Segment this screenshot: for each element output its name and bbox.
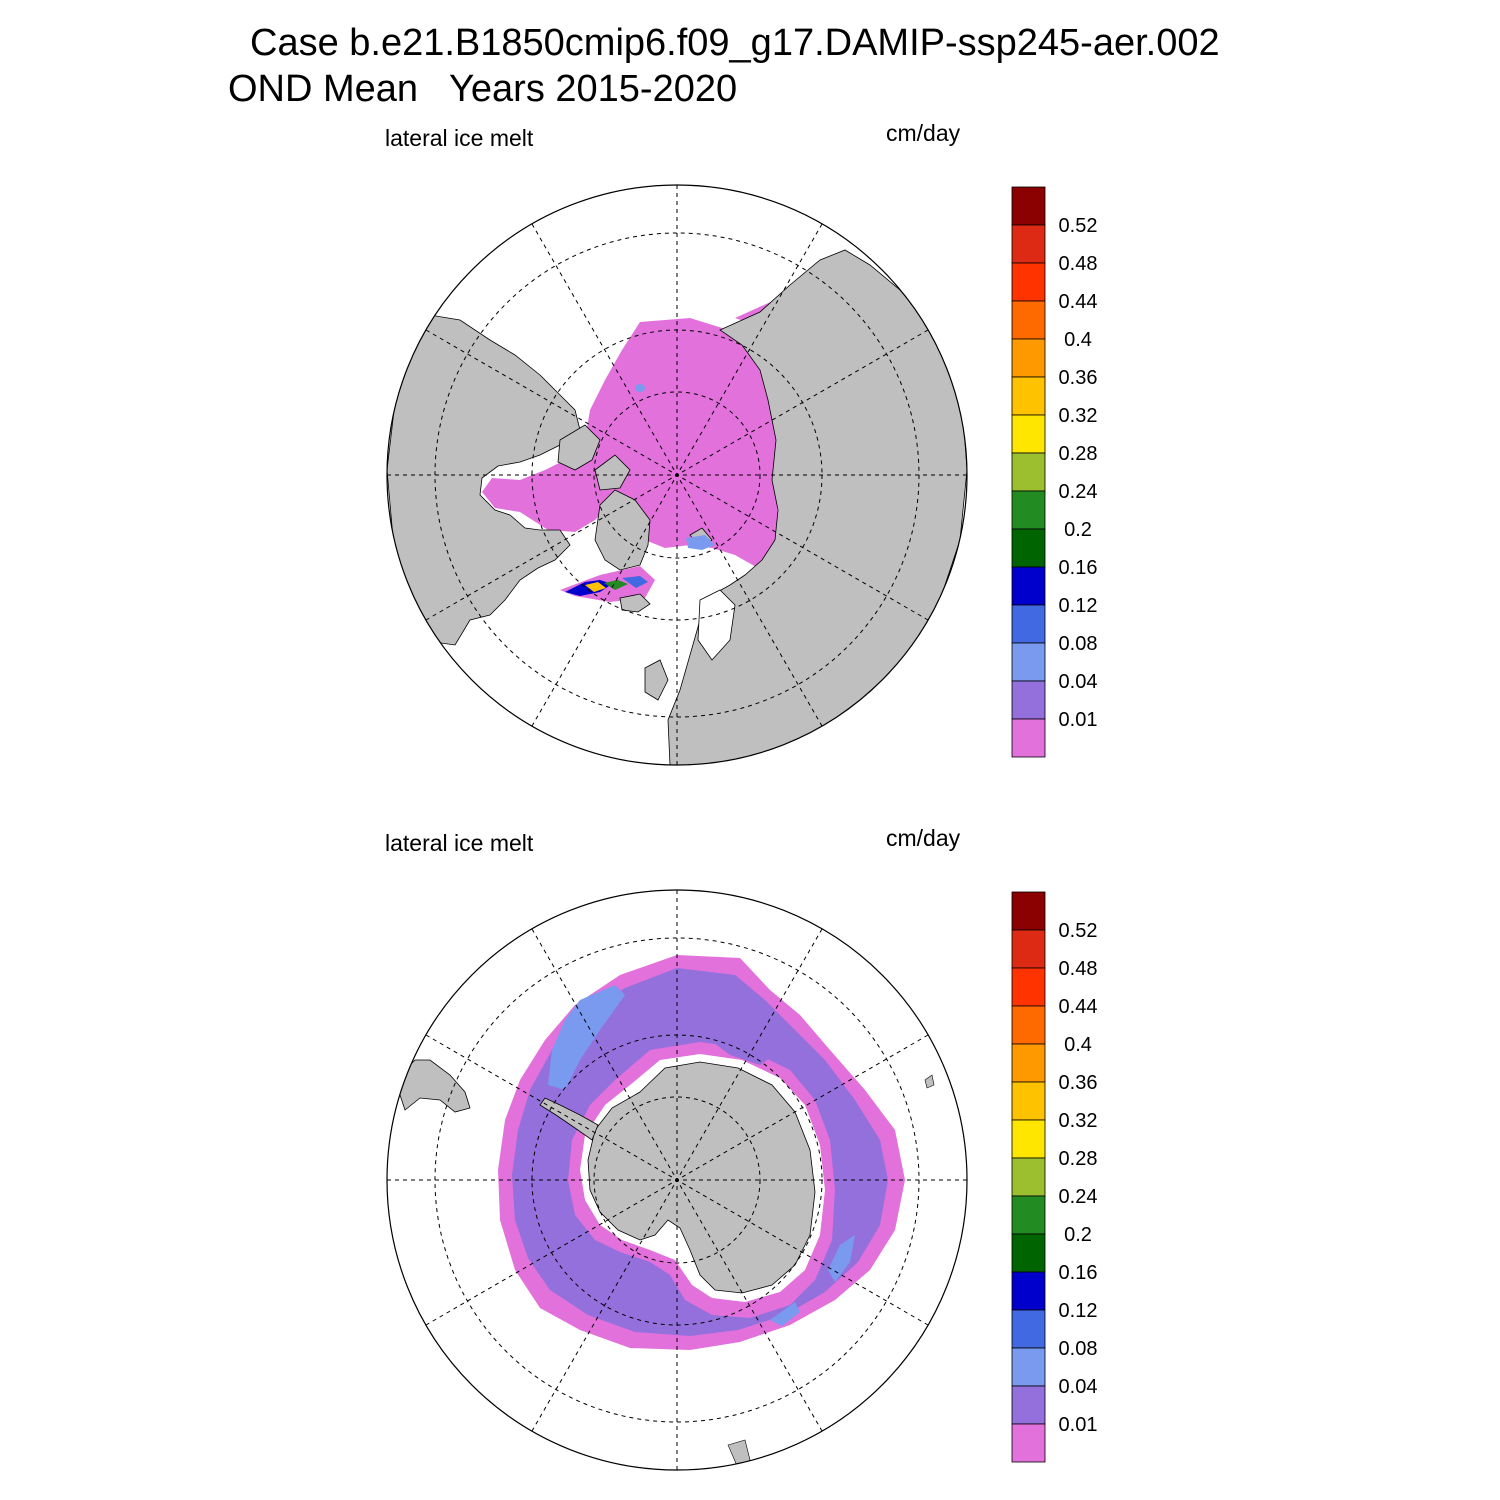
south-colorbar-box: [1011, 1271, 1046, 1311]
south-sea-ice-purple-inner: [710, 1040, 770, 1065]
north-colorbar-label: 0.04: [1059, 671, 1098, 693]
south-melt-006-west: [548, 985, 625, 1090]
arctic-island: [594, 454, 631, 491]
north-colorbar-label: 0.12: [1059, 595, 1098, 617]
south-colorbar-box: [1011, 1309, 1046, 1349]
south-colorbar-box: [1011, 1157, 1046, 1197]
south-colorbar-box: [1011, 1423, 1046, 1463]
south-colorbar-box: [1011, 1233, 1046, 1273]
north-america: [387, 314, 581, 646]
north-colorbar-box: [1011, 262, 1046, 302]
north-colorbar-box: [1011, 224, 1046, 264]
north-colorbar-box: [1011, 604, 1046, 644]
south-units-label: cm/day: [886, 825, 961, 851]
greenland: [594, 489, 651, 571]
south-colorbar: 0.52 0.48 0.44 0.4 0.36 0.32 0.28 0.24 0.2 0.16 0.…: [1011, 891, 1098, 1463]
north-melt-labrador-yellow: [585, 582, 606, 592]
south-colorbar-label: 0.2: [1064, 1224, 1092, 1246]
south-colorbar-box: [1011, 1385, 1046, 1425]
south-colorbar-label: 0.44: [1059, 996, 1098, 1018]
north-colorbar-box: [1011, 642, 1046, 682]
south-colorbar-label: 0.32: [1059, 1110, 1098, 1132]
south-variable-label: lateral ice melt: [385, 830, 534, 856]
south-island-bottom: [727, 1439, 751, 1469]
south-polar-map: [386, 889, 968, 1471]
north-melt-labrador-blue: [622, 576, 648, 588]
south-melt-006-east: [828, 1235, 855, 1282]
south-colorbar-label: 0.36: [1059, 1072, 1098, 1094]
north-colorbar-label: 0.52: [1059, 215, 1098, 237]
south-colorbar-box: [1011, 1081, 1046, 1121]
title-case: Case b.e21.B1850cmip6.f09_g17.DAMIP-ssp2…: [250, 22, 1220, 64]
title-period: OND Mean Years 2015-2020: [228, 68, 738, 110]
north-colorbar-label: 0.08: [1059, 633, 1098, 655]
south-map-border: [386, 889, 968, 1471]
south-colorbar-label: 0.08: [1059, 1338, 1098, 1360]
north-colorbar-label: 0.44: [1059, 291, 1098, 313]
north-colorbar-label: 0.24: [1059, 481, 1098, 503]
north-colorbar-box: [1011, 376, 1046, 416]
north-graticule: [387, 185, 967, 765]
south-colorbar-label: 0.24: [1059, 1186, 1098, 1208]
south-colorbar-box: [1011, 1005, 1046, 1045]
south-colorbar-label: 0.28: [1059, 1148, 1098, 1170]
south-colorbar-box: [1011, 1119, 1046, 1159]
north-colorbar-box: [1011, 452, 1046, 492]
north-colorbar-box: [1011, 490, 1046, 530]
north-colorbar-label: 0.48: [1059, 253, 1098, 275]
north-colorbar-label: 0.01: [1059, 709, 1098, 731]
iceland: [619, 593, 651, 613]
north-sea-ice: [482, 318, 780, 568]
antarctic-peninsula: [539, 1097, 599, 1141]
north-colorbar-box: [1011, 338, 1046, 378]
north-melt-labrador-green: [604, 580, 628, 590]
south-colorbar-label: 0.52: [1059, 920, 1098, 942]
south-colorbar-label: 0.01: [1059, 1414, 1098, 1436]
north-colorbar-box: [1011, 414, 1046, 454]
south-colorbar-label: 0.4: [1064, 1034, 1092, 1056]
south-colorbar-box: [1011, 1195, 1046, 1235]
north-colorbar-box: [1011, 718, 1046, 758]
north-colorbar-box: [1011, 300, 1046, 340]
south-colorbar-box: [1011, 967, 1046, 1007]
north-colorbar-label: 0.28: [1059, 443, 1098, 465]
north-map-border: [386, 184, 968, 766]
south-colorbar-label: 0.16: [1059, 1262, 1098, 1284]
north-colorbar-label: 0.2: [1064, 519, 1092, 541]
north-colorbar-box: [1011, 680, 1046, 720]
south-colorbar-box: [1011, 929, 1046, 969]
north-melt-svalbard: [686, 535, 715, 550]
south-colorbar-label: 0.12: [1059, 1300, 1098, 1322]
south-colorbar-box: [1011, 1043, 1046, 1083]
north-land: [387, 249, 967, 765]
north-variable-label: lateral ice melt: [385, 125, 534, 151]
british-isles: [644, 659, 669, 701]
south-graticule: [387, 890, 967, 1470]
south-colorbar-label: 0.48: [1059, 958, 1098, 980]
canadian-archipelago: [557, 424, 601, 471]
north-colorbar-label: 0.16: [1059, 557, 1098, 579]
south-colorbar-box: [1011, 1347, 1046, 1387]
baltic-sea: [697, 589, 736, 661]
north-colorbar-label: 0.4: [1064, 329, 1092, 351]
north-melt-spot: [635, 384, 645, 392]
north-colorbar-label: 0.32: [1059, 405, 1098, 427]
south-america-tip: [394, 1059, 471, 1113]
north-colorbar-box: [1011, 566, 1046, 606]
south-colorbar-label: 0.04: [1059, 1376, 1098, 1398]
north-polar-map: [386, 184, 968, 766]
north-colorbar-box: [1011, 186, 1046, 226]
south-island-east: [924, 1074, 935, 1089]
north-colorbar-label: 0.36: [1059, 367, 1098, 389]
north-colorbar-box: [1011, 528, 1046, 568]
south-colorbar-box: [1011, 891, 1046, 931]
south-melt-006-south: [770, 1302, 800, 1326]
north-colorbar: 0.52 0.48 0.44 0.4 0.36 0.32 0.28 0.24 0.2 0.16 0.…: [1011, 186, 1098, 758]
north-units-label: cm/day: [886, 120, 961, 146]
